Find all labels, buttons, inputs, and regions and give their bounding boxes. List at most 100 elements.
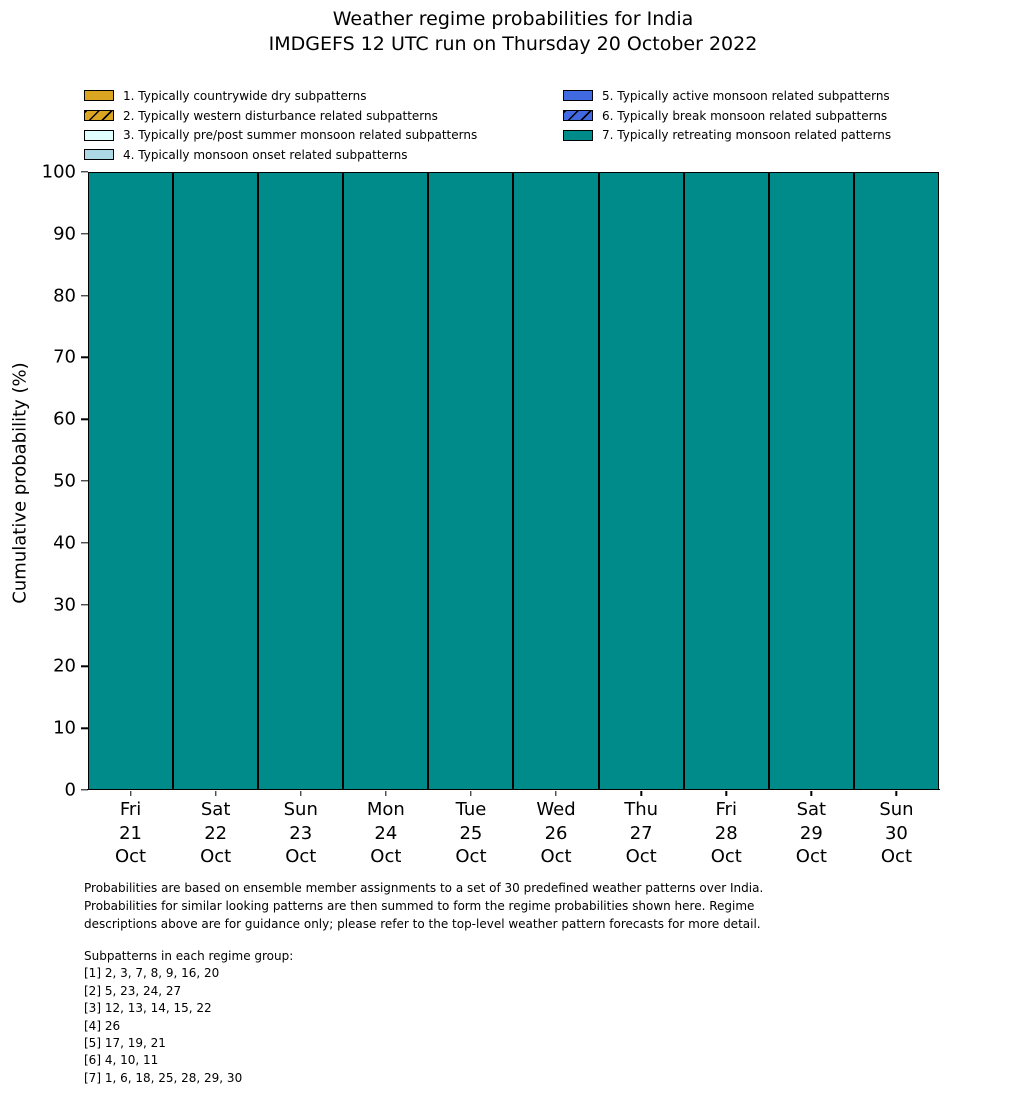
y-tick-label: 60 [53, 408, 76, 430]
x-tick-label-line: 26 [544, 822, 568, 844]
x-tick-label-line: 24 [374, 822, 398, 844]
x-tick-label: Thu 27 Oct [624, 798, 658, 869]
bar [683, 172, 769, 790]
y-tick-mark [81, 789, 88, 791]
y-tick-label: 100 [41, 161, 76, 183]
x-tick-label-line: 22 [204, 822, 228, 844]
bar [513, 172, 599, 790]
y-tick-label: 20 [53, 655, 76, 677]
subpattern-line: [6] 4, 10, 11 [84, 1053, 159, 1068]
y-tick-label: 0 [64, 779, 76, 801]
y-tick-mark [81, 727, 88, 729]
x-tick-label: Sat 22 Oct [200, 798, 231, 869]
x-tick-label-line: Oct [880, 846, 912, 867]
y-tick-mark [81, 233, 88, 235]
bar-segment [258, 172, 344, 790]
y-tick-mark [81, 356, 88, 359]
y-tick-mark [81, 480, 88, 482]
footnote-line: Probabilities are based on ensemble memb… [84, 881, 764, 895]
legend-label: 3. Typically pre/post summer monsoon rel… [123, 128, 478, 143]
bar [428, 172, 514, 790]
legend-label: 7. Typically retreating monsoon related … [602, 128, 892, 143]
x-tick-label-line: Sat [200, 799, 231, 820]
footnote-line: Probabilities for similar looking patter… [84, 899, 755, 914]
x-tick-label-line: Oct [285, 846, 317, 867]
legend-swatch [84, 110, 114, 122]
bar [258, 172, 344, 790]
legend-swatch [563, 90, 593, 102]
subpattern-line: [2] 5, 23, 24, 27 [84, 983, 182, 998]
x-tick-label: Sun 23 Oct [284, 798, 318, 869]
bar [598, 172, 684, 790]
legend-swatch [84, 129, 114, 141]
footnote-line: descriptions above are for guidance only… [84, 917, 761, 932]
legend-item: 5. Typically active monsoon related subp… [563, 86, 891, 106]
x-tick-label-line: Fri [119, 799, 142, 820]
legend-swatch [563, 110, 593, 122]
legend-swatch [563, 129, 593, 141]
chart-subtitle: IMDGEFS 12 UTC run on Thursday 20 Octobe… [268, 33, 758, 55]
x-tick-label-line: Oct [625, 846, 657, 867]
x-tick-label-line: 25 [459, 822, 483, 844]
legend-label: 5. Typically active monsoon related subp… [602, 88, 890, 103]
footnote: Probabilities are based on ensemble memb… [84, 879, 763, 934]
x-tick-label-line: Oct [370, 846, 402, 867]
bars [88, 172, 939, 790]
plot-area [88, 172, 939, 790]
x-tick-label-line: Oct [710, 846, 742, 867]
x-tick-label: Sun 30 Oct [879, 798, 913, 869]
x-axis: Fri 21 Oct Sat 22 Oct Sun 23 Oct Mon 24 Oct Tue 25 Oct… [88, 790, 939, 875]
x-tick-label-line: Oct [455, 846, 487, 867]
x-tick-label-line: 29 [799, 822, 823, 844]
y-tick-label: 90 [53, 223, 76, 245]
y-axis-label: Cumulative probability (%) [9, 362, 31, 604]
x-tick-label: Sat 29 Oct [796, 798, 827, 869]
subpatterns-heading: Subpatterns in each regime group: [84, 949, 294, 963]
bar-segment [513, 172, 599, 790]
title-block: Weather regime probabilities for India I… [0, 7, 1026, 57]
legend-label: 6. Typically break monsoon related subpa… [602, 108, 888, 123]
x-tick-label-line: Wed [536, 799, 576, 820]
legend-item: 2. Typically western disturbance related… [84, 106, 477, 126]
x-tick-mark [300, 791, 302, 796]
y-tick-label: 40 [53, 532, 76, 554]
y-axis: 0 10 20 30 40 50 60 70 80 90 100 [0, 162, 88, 801]
x-tick-label-line: 28 [714, 822, 738, 844]
x-tick-label-line: Fri [715, 799, 737, 820]
x-tick-label-line: Thu [624, 799, 659, 820]
legend-label: 4. Typically monsoon onset related subpa… [123, 147, 408, 162]
x-tick-label-line: 27 [629, 822, 653, 844]
y-tick-mark [81, 603, 88, 606]
legend-column-left: 1. Typically countrywide dry subpatterns… [84, 86, 477, 165]
y-tick-mark [81, 418, 88, 420]
x-tick-label-line: 30 [884, 822, 908, 844]
x-tick-mark [895, 791, 898, 796]
subpattern-line: [4] 26 [84, 1018, 121, 1033]
bar-segment [853, 172, 939, 790]
x-tick-label-line: Oct [795, 846, 827, 867]
x-tick-label: Wed 26 Oct [536, 798, 575, 869]
bar [88, 172, 174, 790]
legend-item: 6. Typically break monsoon related subpa… [563, 106, 891, 126]
x-tick-mark [555, 791, 557, 796]
x-tick-label-line: Mon [366, 799, 405, 820]
bar-segment [173, 172, 259, 790]
x-axis-spine [87, 789, 940, 791]
subpattern-line: [7] 1, 6, 18, 25, 28, 29, 30 [84, 1070, 243, 1085]
bar [853, 172, 939, 790]
subpattern-line: [1] 2, 3, 7, 8, 9, 16, 20 [84, 966, 220, 981]
bar [173, 172, 259, 790]
x-tick-label-line: Oct [540, 846, 572, 867]
x-tick-mark [385, 791, 387, 796]
x-tick-label-line: 21 [119, 822, 142, 844]
bar-segment [88, 172, 174, 790]
x-tick-label-line: Tue [455, 799, 487, 820]
bar [343, 172, 429, 790]
legend-item: 3. Typically pre/post summer monsoon rel… [84, 125, 477, 145]
x-tick-label: Mon 24 Oct [367, 798, 405, 869]
x-tick-label: Tue 25 Oct [455, 798, 486, 869]
x-tick-mark [214, 791, 217, 796]
y-tick-label: 30 [53, 594, 76, 616]
y-tick-label: 70 [53, 346, 76, 368]
